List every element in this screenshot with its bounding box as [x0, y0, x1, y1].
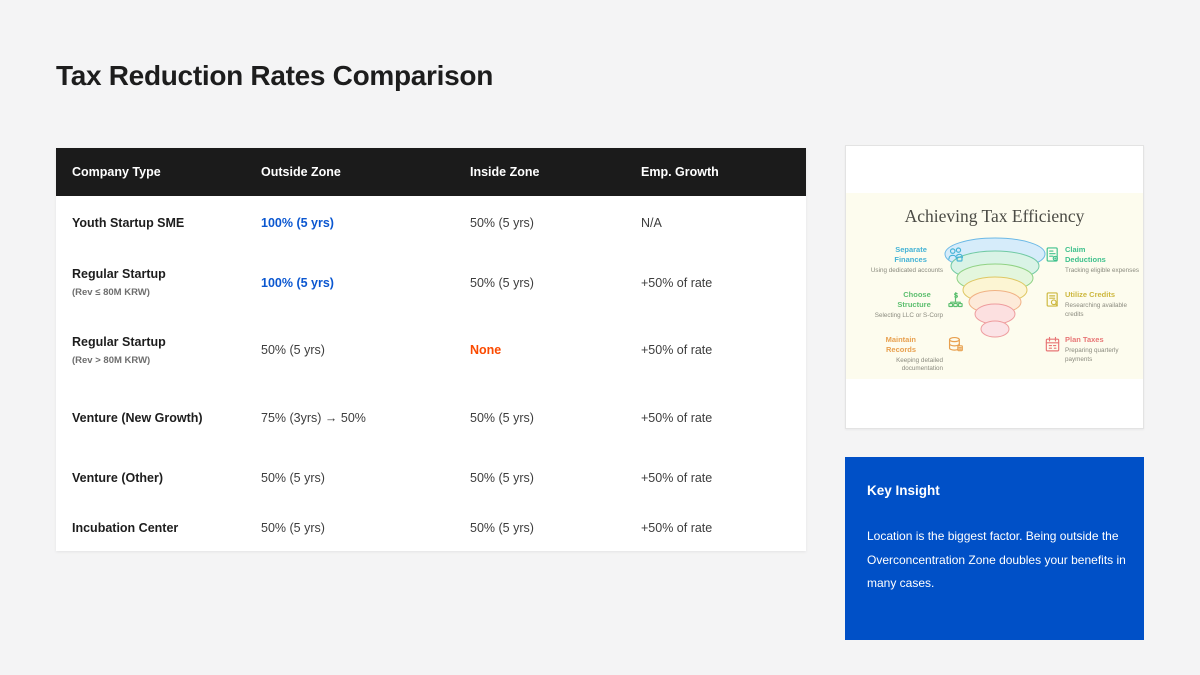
funnel-step-text: Utilize Credits Researching available cr… — [1065, 290, 1143, 319]
company-name: Regular Startup — [72, 267, 166, 281]
document-search-icon — [1044, 291, 1061, 308]
inside-zone-cell: 50% (5 yrs) — [470, 521, 534, 535]
outside-zone-cell: 50% (5 yrs) — [261, 343, 325, 357]
funnel-labels-left: Separate Finances Using dedicated accoun… — [860, 193, 964, 379]
company-name: Youth Startup SME — [72, 216, 185, 230]
funnel-illustration: Achieving Tax Efficiency Separate Financ… — [846, 193, 1143, 379]
key-insight-panel: Key Insight Location is the biggest fact… — [845, 457, 1144, 640]
funnel-step-title: Claim Deductions — [1065, 245, 1106, 264]
table-row: Regular Startup (Rev ≤ 80M KRW) 100% (5 … — [56, 250, 806, 315]
company-name: Venture (New Growth) — [72, 410, 203, 425]
funnel-step-title: Plan Taxes — [1065, 335, 1104, 344]
funnel-step-title: Utilize Credits — [1065, 290, 1116, 299]
funnel-step-title: Choose Structure — [897, 290, 931, 309]
funnel-step: Maintain Records Keeping detailed docume… — [860, 335, 964, 374]
funnel-step-text: Choose Structure Selecting LLC or S-Corp — [875, 290, 943, 320]
key-insight-body: Location is the biggest factor. Being ou… — [867, 529, 1126, 590]
emp-growth-cell: +50% of rate — [641, 275, 713, 290]
calendar-icon — [1044, 336, 1061, 353]
people-icon — [947, 246, 964, 263]
company-revenue-note: (Rev > 80M KRW) — [72, 354, 151, 366]
emp-growth-cell: +50% of rate — [641, 343, 713, 357]
table-row: Youth Startup SME 100% (5 yrs) 50% (5 yr… — [56, 196, 806, 250]
funnel-step-subtitle: Preparing quarterly payments — [1065, 346, 1119, 363]
outside-zone-cell: 50% (5 yrs) — [261, 470, 325, 485]
column-header: Emp. Growth — [641, 165, 719, 179]
funnel-step: Plan Taxes Preparing quarterly payments — [1044, 335, 1143, 364]
inside-zone-cell: 50% (5 yrs) — [470, 470, 534, 485]
funnel-step-subtitle: Using dedicated accounts — [870, 266, 943, 274]
funnel-step-text: Maintain Records Keeping detailed docume… — [860, 335, 943, 374]
table-row: Regular Startup (Rev > 80M KRW) 50% (5 y… — [56, 315, 806, 385]
table-row: Venture (New Growth) 75% (3yrs) → 50% 50… — [56, 385, 806, 450]
outside-zone-cell: 100% (5 yrs) — [261, 216, 334, 230]
funnel-step-subtitle: Tracking eligible expenses — [1065, 266, 1139, 274]
inside-zone-cell: 50% (5 yrs) — [470, 216, 534, 230]
emp-growth-cell: N/A — [641, 216, 662, 230]
funnel-step: Separate Finances Using dedicated accoun… — [871, 245, 964, 275]
company-type-cell: Youth Startup SME — [56, 216, 245, 230]
company-type-cell: Incubation Center — [56, 521, 245, 535]
column-header: Outside Zone — [261, 165, 341, 179]
funnel-step: Claim Deductions Tracking eligible expen… — [1044, 245, 1139, 275]
funnel-band — [980, 320, 1010, 338]
funnel-step-subtitle: Researching available credits — [1065, 301, 1127, 318]
table-header-row: Company Type Outside Zone Inside Zone Em… — [56, 148, 806, 196]
funnel-step-subtitle: Selecting LLC or S-Corp — [874, 311, 943, 319]
table-row: Incubation Center 50% (5 yrs) 50% (5 yrs… — [56, 505, 806, 551]
company-type-cell: Regular Startup (Rev ≤ 80M KRW) — [56, 267, 245, 298]
company-name: Regular Startup — [72, 334, 166, 349]
company-name: Venture (Other) — [72, 470, 163, 485]
column-header: Company Type — [72, 165, 161, 179]
emp-growth-cell: +50% of rate — [641, 521, 713, 535]
tax-rates-table: Company Type Outside Zone Inside Zone Em… — [56, 148, 806, 551]
outside-zone-cell: 50% (5 yrs) — [261, 521, 325, 535]
funnel-step: Choose Structure Selecting LLC or S-Corp — [875, 290, 964, 320]
table-body: Youth Startup SME 100% (5 yrs) 50% (5 yr… — [56, 196, 806, 551]
records-icon — [947, 336, 964, 353]
emp-growth-cell: +50% of rate — [641, 410, 713, 425]
company-type-cell: Venture (Other) — [56, 471, 245, 485]
table-row: Venture (Other) 50% (5 yrs) 50% (5 yrs) … — [56, 450, 806, 505]
column-header: Inside Zone — [470, 165, 540, 179]
org-structure-icon — [947, 291, 964, 308]
inside-zone-cell: 50% (5 yrs) — [470, 275, 534, 290]
funnel-diagram — [944, 237, 1046, 338]
emp-growth-cell: +50% of rate — [641, 470, 713, 485]
funnel-step-text: Separate Finances Using dedicated accoun… — [871, 245, 943, 275]
funnel-step-title: Maintain Records — [885, 335, 916, 354]
funnel-step-title: Separate Finances — [894, 245, 927, 264]
funnel-labels-right: Claim Deductions Tracking eligible expen… — [1044, 193, 1143, 379]
outside-zone-cell: 100% (5 yrs) — [261, 275, 334, 290]
funnel-step-text: Plan Taxes Preparing quarterly payments — [1065, 335, 1143, 364]
illustration-title: Achieving Tax Efficiency — [904, 206, 1085, 226]
company-type-cell: Regular Startup (Rev > 80M KRW) — [56, 335, 245, 366]
inside-zone-cell: None — [470, 343, 502, 357]
outside-zone-cell: 75% (3yrs) → 50% — [261, 410, 366, 425]
page-title: Tax Reduction Rates Comparison — [56, 60, 494, 91]
company-type-cell: Venture (New Growth) — [56, 411, 245, 425]
document-check-icon — [1044, 246, 1061, 263]
company-name: Incubation Center — [72, 521, 179, 535]
inside-zone-cell: 50% (5 yrs) — [470, 410, 534, 425]
key-insight-title: Key Insight — [867, 483, 940, 498]
tax-efficiency-card: Achieving Tax Efficiency Separate Financ… — [845, 145, 1144, 429]
funnel-step-subtitle: Keeping detailed documentation — [896, 356, 943, 373]
company-revenue-note: (Rev ≤ 80M KRW) — [72, 287, 150, 298]
funnel-step: Utilize Credits Researching available cr… — [1044, 290, 1143, 319]
funnel-step-text: Claim Deductions Tracking eligible expen… — [1065, 245, 1139, 275]
